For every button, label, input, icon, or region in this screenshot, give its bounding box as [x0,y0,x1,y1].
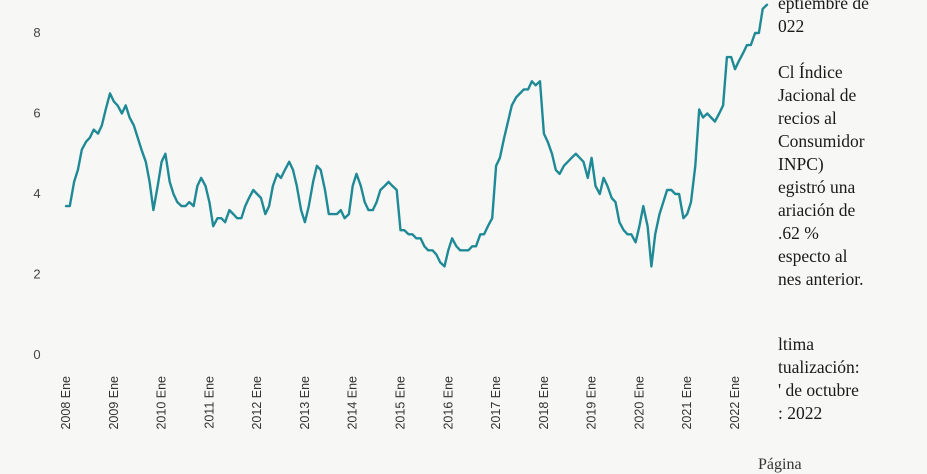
side-line: recios al [778,108,837,128]
inflation-series-line [64,3,769,268]
side-line: ltima [778,334,814,354]
side-line: nes anterior. [778,269,864,289]
x-axis-ticks: 2008 Ene 2009 Ene 2010 Ene 2011 Ene 2012 Ene… [59,376,742,430]
y-tick-label: 0 [33,347,40,362]
side-line: .62 % [778,223,819,243]
side-line: Jacional de [778,85,857,105]
side-line: Consumidor [778,131,865,151]
x-tick-label: 2012 Ene [250,376,264,430]
side-line: ariación de [778,200,856,220]
side-paragraph-date: eptiembre de 022 [778,0,898,38]
x-tick-label: 2021 Ene [680,376,694,430]
side-paragraph-description: Cl Índice Jacional de recios al Consumid… [778,61,898,291]
y-tick-label: 4 [33,186,40,201]
x-tick-label: 2014 Ene [346,376,360,430]
x-tick-label: 2018 Ene [537,376,551,430]
page-link-fragment: Página [758,456,802,473]
x-tick-label: 2010 Ene [155,376,169,430]
side-line: 022 [778,16,805,36]
x-tick-label: 2019 Ene [585,376,599,430]
side-line: especto al [778,246,848,266]
y-tick-label: 8 [33,25,40,40]
y-tick-label: 2 [33,267,40,282]
x-tick-label: 2009 Ene [107,376,121,430]
x-tick-label: 2011 Ene [202,376,216,429]
side-line: eptiembre de [778,0,869,13]
y-tick-label: 6 [33,106,40,121]
side-line: tualización: [778,357,860,377]
side-line: : 2022 [778,403,823,423]
x-tick-label: 2013 Ene [298,376,312,430]
x-tick-label: 2020 Ene [632,376,646,430]
side-line: egistró una [778,177,856,197]
side-paragraph-update: ltima tualización: ' de octubre : 2022 [778,333,898,425]
x-tick-label: 2017 Ene [489,376,503,430]
x-tick-label: 2008 Ene [59,376,73,430]
side-line: ' de octubre [778,380,859,400]
y-axis-ticks: 0 2 4 6 8 [33,25,40,362]
x-tick-label: 2015 Ene [394,376,408,430]
x-tick-label: 2022 Ene [728,376,742,430]
x-tick-label: 2016 Ene [441,376,455,430]
side-line: INPC) [778,154,824,174]
side-line: Cl Índice [778,62,843,82]
